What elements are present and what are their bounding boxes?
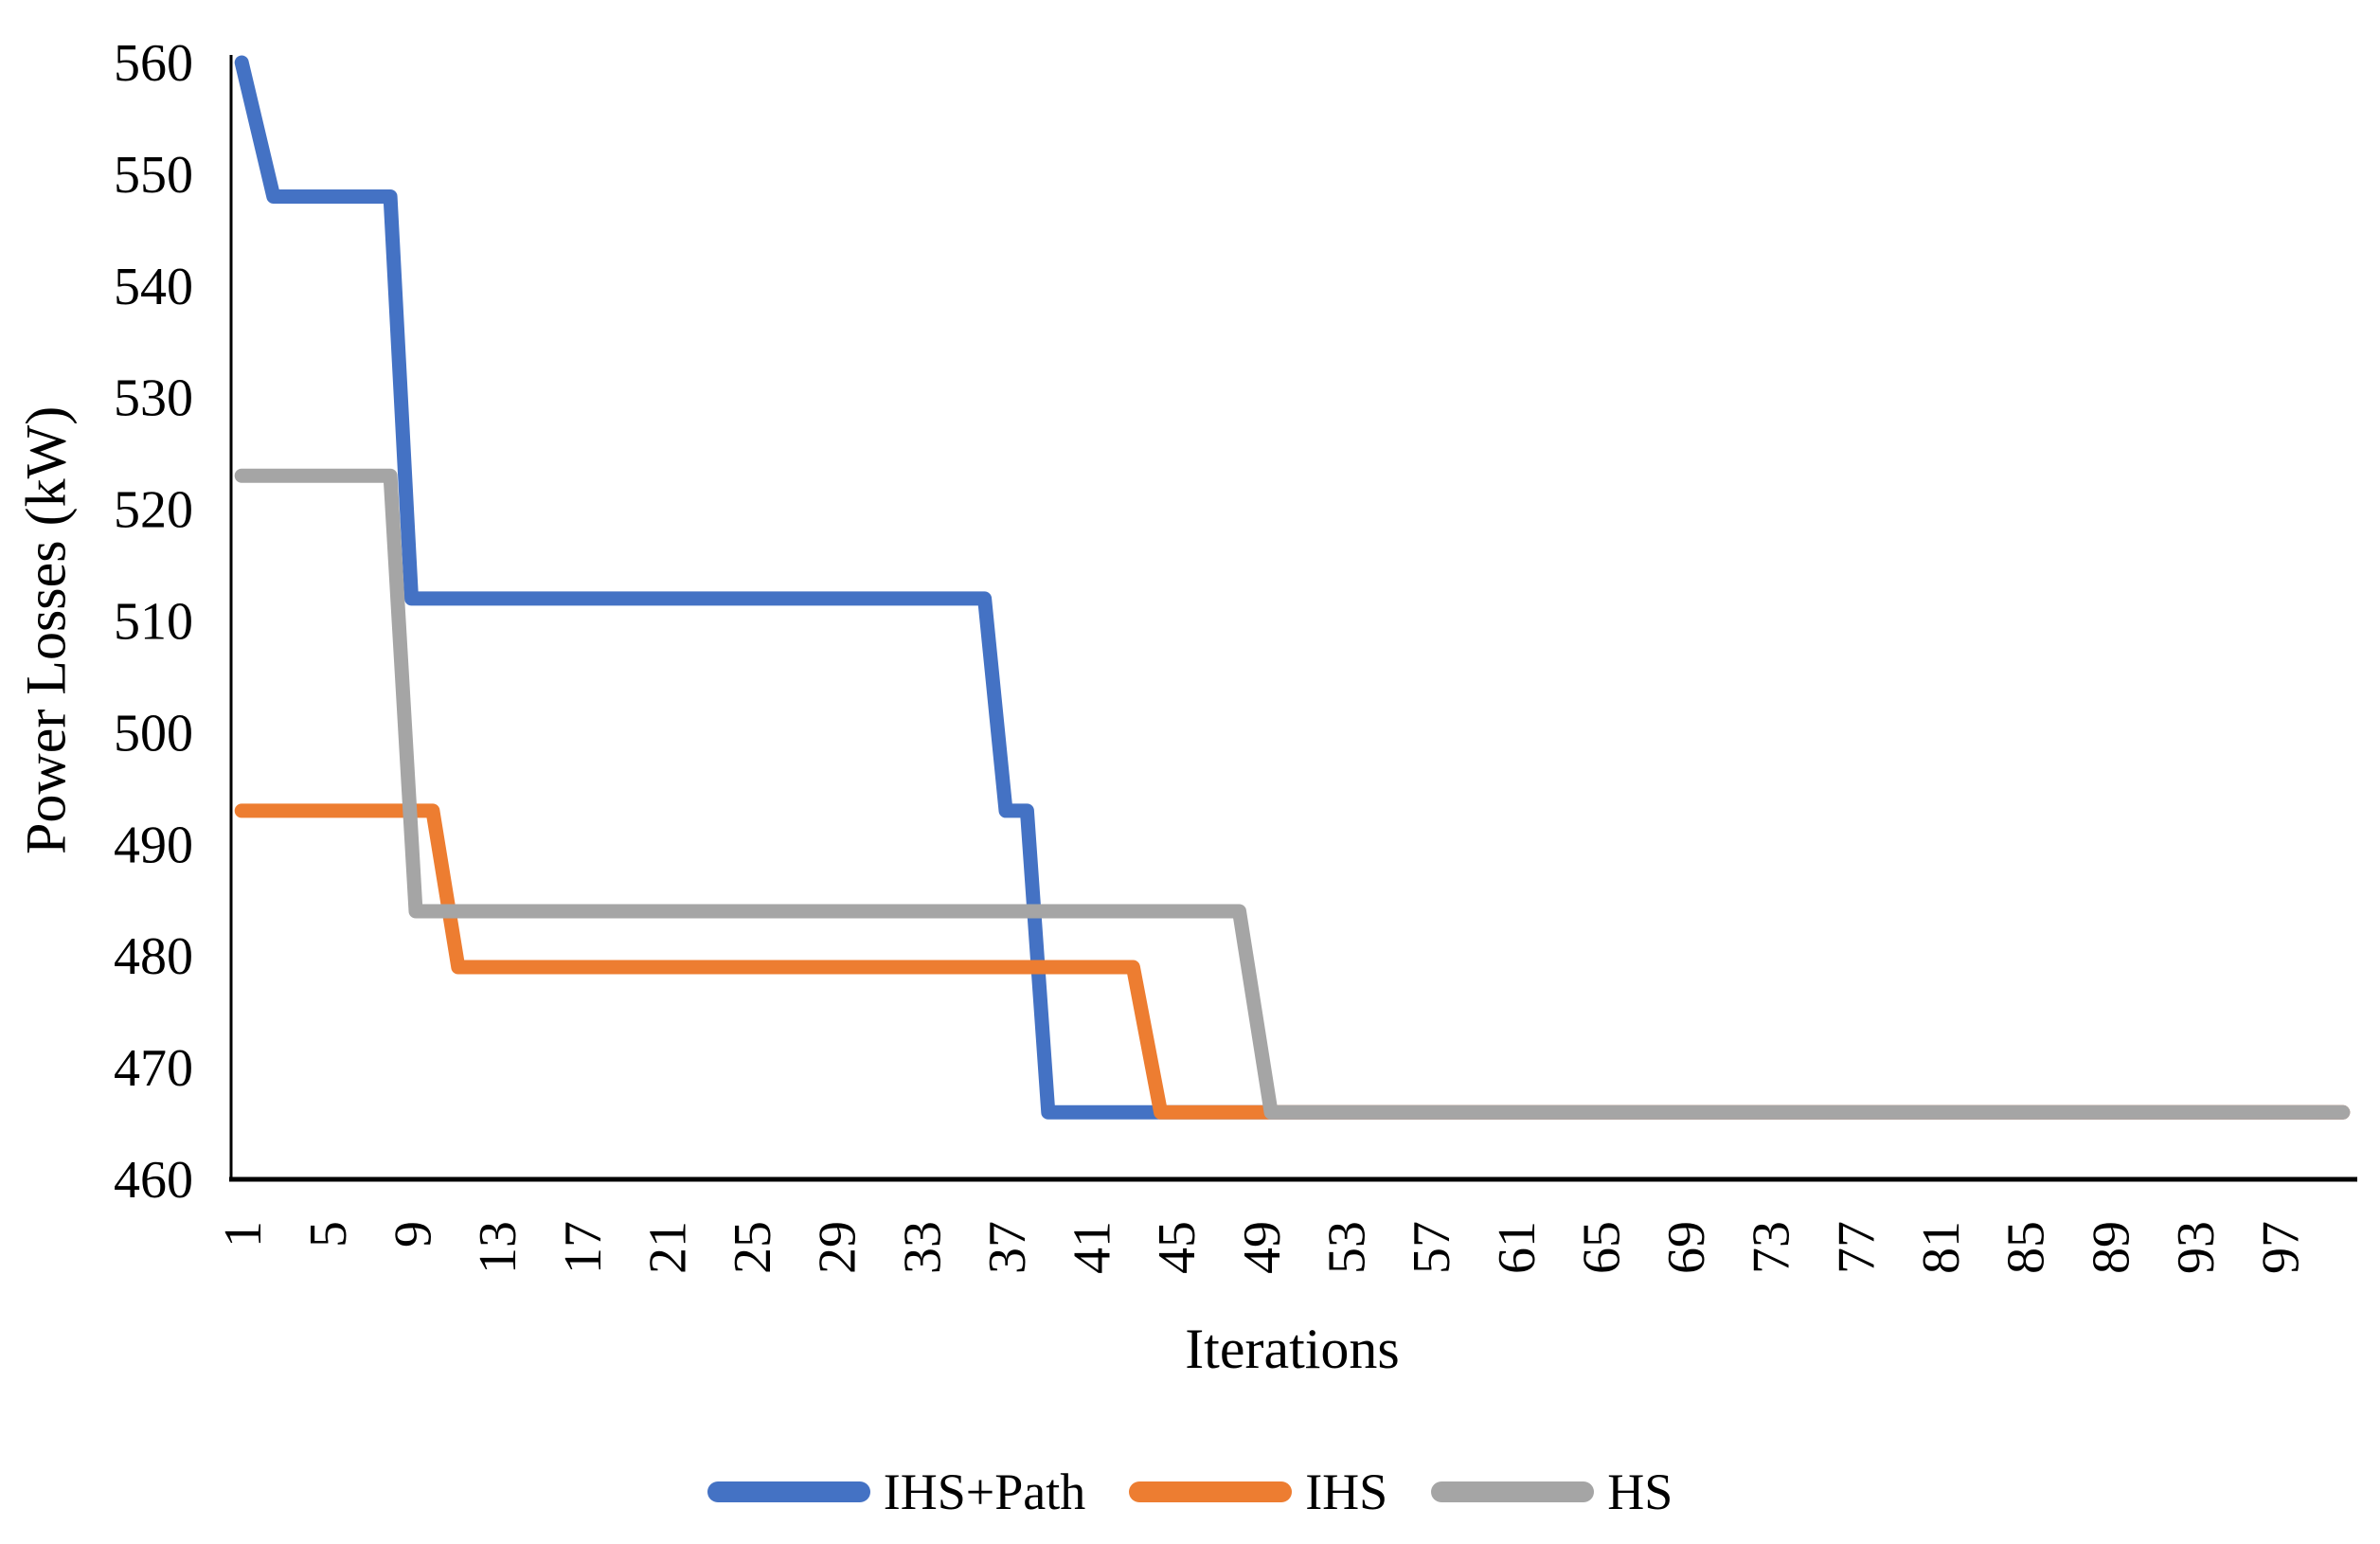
- x-tick-label: 89: [2082, 1221, 2140, 1274]
- legend: IHS+Path IHS HS: [0, 1463, 2380, 1521]
- x-tick-label: 93: [2167, 1221, 2226, 1274]
- legend-swatch-ihs: [1129, 1481, 1293, 1502]
- y-tick-label: 460: [114, 1151, 193, 1210]
- x-tick-label: 25: [724, 1221, 782, 1274]
- x-tick-label: 13: [469, 1221, 528, 1274]
- y-tick-label: 510: [114, 593, 193, 652]
- y-axis-title: Power Losses (kW): [14, 405, 78, 854]
- legend-item-ihs-path: IHS+Path: [707, 1463, 1085, 1521]
- x-tick-label: 1: [214, 1221, 273, 1248]
- series-line-ihs: [234, 803, 2351, 1120]
- y-tick-label: 550: [114, 146, 193, 205]
- series-line-hs: [234, 468, 2351, 1120]
- legend-label-hs: HS: [1607, 1463, 1673, 1520]
- x-tick-label: 81: [1912, 1221, 1971, 1274]
- x-tick-label: 45: [1148, 1221, 1207, 1274]
- x-tick-label: 21: [638, 1221, 697, 1274]
- y-tick-label: 560: [114, 34, 193, 93]
- legend-swatch-hs: [1431, 1481, 1595, 1502]
- legend-label-ihs-path: IHS+Path: [883, 1463, 1086, 1520]
- y-tick-label: 470: [114, 1039, 193, 1098]
- x-tick-label: 69: [1657, 1221, 1716, 1274]
- x-tick-label: 73: [1743, 1221, 1801, 1274]
- x-tick-label: 57: [1403, 1221, 1461, 1274]
- x-tick-label: 61: [1488, 1221, 1547, 1274]
- x-tick-label: 49: [1233, 1221, 1292, 1274]
- legend-swatch-ihs-path: [707, 1481, 870, 1502]
- y-tick-label: 490: [114, 816, 193, 874]
- y-tick-label: 520: [114, 481, 193, 540]
- x-tick-label: 77: [1827, 1221, 1886, 1274]
- x-tick-label: 37: [978, 1221, 1037, 1274]
- x-tick-label: 97: [2252, 1221, 2311, 1274]
- x-tick-label: 29: [809, 1221, 868, 1274]
- x-tick-label: 65: [1572, 1221, 1631, 1274]
- x-tick-label: 41: [1064, 1221, 1122, 1274]
- x-axis-title: Iterations: [1185, 1318, 1400, 1380]
- x-tick-label: 33: [893, 1221, 952, 1274]
- x-tick-label: 5: [299, 1221, 358, 1248]
- x-tick-label: 17: [554, 1221, 613, 1274]
- legend-item-ihs: IHS: [1129, 1463, 1387, 1521]
- x-tick-label: 85: [1997, 1221, 2056, 1274]
- y-tick-label: 540: [114, 258, 193, 316]
- legend-label-ihs: IHS: [1305, 1463, 1388, 1520]
- y-tick-label: 500: [114, 704, 193, 763]
- series-line-ihs-path: [234, 55, 2351, 1120]
- x-tick-label: 9: [384, 1221, 442, 1248]
- x-tick-label: 53: [1318, 1221, 1377, 1274]
- legend-item-hs: HS: [1431, 1463, 1673, 1521]
- y-tick-label: 480: [114, 927, 193, 986]
- y-tick-label: 530: [114, 369, 193, 428]
